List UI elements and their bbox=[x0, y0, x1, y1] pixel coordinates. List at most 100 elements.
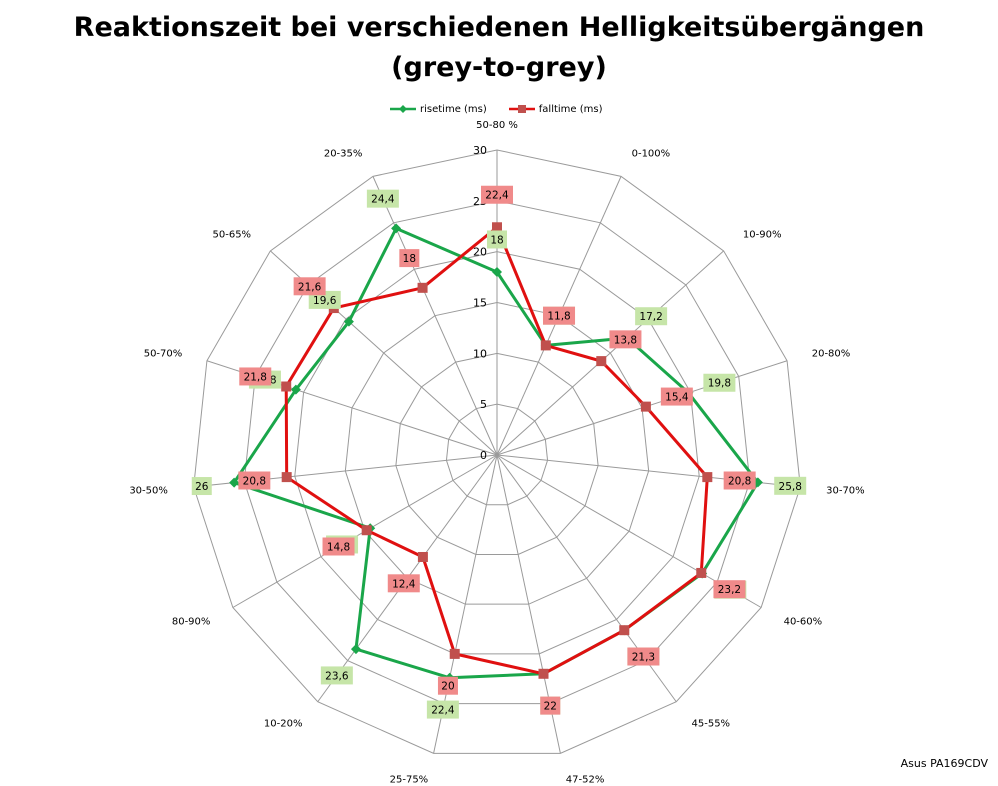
tick-label: 5 bbox=[480, 398, 487, 411]
title-line-1: Reaktionszeit bei verschiedenen Helligke… bbox=[73, 12, 925, 43]
fall-data-label: 11,8 bbox=[547, 311, 570, 323]
fall-point bbox=[281, 381, 292, 392]
axis-label: 30-70% bbox=[826, 486, 865, 497]
legend-item-fall: falltime (ms) bbox=[508, 103, 603, 115]
rise-line bbox=[232, 226, 760, 680]
fall-label-bg bbox=[239, 367, 272, 386]
rise-label-bg bbox=[774, 476, 807, 495]
fall-label-bg bbox=[627, 647, 660, 666]
axis-label: 10-90% bbox=[743, 230, 782, 241]
fall-data-label: 22 bbox=[544, 701, 557, 713]
axis-label: 80-90% bbox=[172, 616, 211, 627]
fall-point bbox=[281, 472, 292, 483]
legend-rise-marker-icon bbox=[390, 105, 416, 113]
legend-fall-label: falltime (ms) bbox=[538, 103, 603, 115]
fall-label-bg bbox=[543, 306, 576, 325]
fall-point bbox=[417, 282, 428, 293]
rise-data-label: 23,6 bbox=[325, 670, 349, 682]
tick-label: 30 bbox=[473, 144, 487, 157]
fall-label-bg bbox=[293, 277, 326, 296]
rise-data-label: 24,4 bbox=[371, 194, 395, 206]
fall-data-label: 12,4 bbox=[392, 578, 416, 590]
fall-data-label: 14,8 bbox=[327, 542, 350, 554]
legend-item-rise: risetime (ms) bbox=[390, 104, 487, 115]
fall-line bbox=[284, 225, 709, 676]
tick-label: 15 bbox=[473, 297, 487, 310]
rise-point bbox=[391, 223, 402, 234]
fall-point bbox=[361, 525, 372, 536]
fall-point bbox=[619, 625, 630, 636]
rise-data-label: 25,8 bbox=[779, 481, 802, 493]
axis-label: 50-80 % bbox=[476, 120, 518, 131]
fall-point bbox=[640, 401, 651, 412]
fall-label-bg bbox=[609, 330, 642, 349]
fall-point bbox=[696, 567, 707, 578]
rise-data-label: 26 bbox=[195, 481, 209, 493]
axis-label: 40-60% bbox=[784, 616, 823, 627]
axis-label: 20-35% bbox=[324, 149, 363, 160]
fall-data-label: 20,8 bbox=[728, 476, 751, 488]
axis-label: 10-20% bbox=[264, 719, 303, 730]
fall-label-bg bbox=[437, 676, 458, 695]
legend-rise-label: risetime (ms) bbox=[420, 103, 487, 115]
rise-data-label: 17,2 bbox=[639, 311, 662, 323]
rise-label-bg bbox=[366, 189, 399, 208]
rise-label-bg bbox=[487, 230, 507, 249]
grid-ring bbox=[243, 200, 751, 705]
axis-label: 50-70% bbox=[144, 349, 183, 360]
rise-data-label: 19,6 bbox=[313, 295, 337, 307]
fall-point bbox=[538, 668, 549, 679]
grid-ring bbox=[445, 403, 549, 506]
tick-label: 0 bbox=[480, 449, 487, 462]
fall-point bbox=[702, 472, 713, 483]
fall-label-bg bbox=[713, 580, 746, 599]
grid-spoke bbox=[496, 250, 724, 456]
rise-data-label: 18 bbox=[490, 234, 503, 246]
rise-point bbox=[343, 316, 354, 327]
rise-label-bg bbox=[191, 477, 212, 496]
rise-point bbox=[350, 644, 361, 655]
rise-label-bg bbox=[426, 700, 459, 719]
fall-point bbox=[540, 340, 551, 351]
grid-ring bbox=[294, 251, 700, 655]
fall-data-label: 15,4 bbox=[665, 392, 689, 404]
grid-spoke bbox=[372, 176, 498, 456]
legend-fall-marker-icon bbox=[508, 105, 535, 113]
axis-label: 45-55% bbox=[692, 719, 731, 730]
tick-label: 10 bbox=[473, 347, 487, 360]
axis-label: 20-80% bbox=[812, 349, 851, 360]
fall-data-label: 22,4 bbox=[485, 190, 509, 202]
rise-label-bg bbox=[703, 373, 736, 392]
fall-label-bg bbox=[723, 471, 756, 490]
grid-ring bbox=[193, 149, 801, 754]
fall-data-label: 21,3 bbox=[632, 652, 655, 664]
rise-point bbox=[492, 267, 502, 277]
grid-ring bbox=[395, 352, 599, 555]
fall-point bbox=[492, 222, 502, 233]
rise-label-bg bbox=[320, 666, 353, 685]
fall-label-bg bbox=[660, 387, 693, 406]
tick-label: 20 bbox=[473, 246, 487, 259]
rise-point bbox=[229, 477, 240, 488]
fall-point bbox=[417, 551, 428, 562]
fall-data-label: 21,8 bbox=[244, 371, 267, 383]
fall-label-bg bbox=[322, 537, 355, 556]
rise-label-bg bbox=[308, 290, 341, 309]
fall-data-label: 20,8 bbox=[243, 476, 266, 488]
fall-data-label: 13,8 bbox=[614, 334, 637, 346]
rise-point bbox=[290, 384, 301, 395]
fall-data-label: 18 bbox=[403, 253, 416, 265]
fall-label-bg bbox=[540, 696, 561, 715]
fall-data-label: 21,6 bbox=[298, 281, 322, 293]
axis-label: 50-65% bbox=[213, 230, 252, 241]
fall-label-bg bbox=[387, 574, 420, 593]
fall-data-label: 20 bbox=[441, 681, 454, 693]
fall-label-bg bbox=[399, 249, 420, 268]
axis-label: 30-50% bbox=[129, 486, 168, 497]
rise-data-label: 22,4 bbox=[431, 705, 455, 717]
rise-data-label: 19,8 bbox=[708, 378, 731, 390]
title-line-2: (grey-to-grey) bbox=[391, 52, 607, 83]
fall-point bbox=[449, 648, 460, 659]
fall-point bbox=[596, 356, 607, 367]
